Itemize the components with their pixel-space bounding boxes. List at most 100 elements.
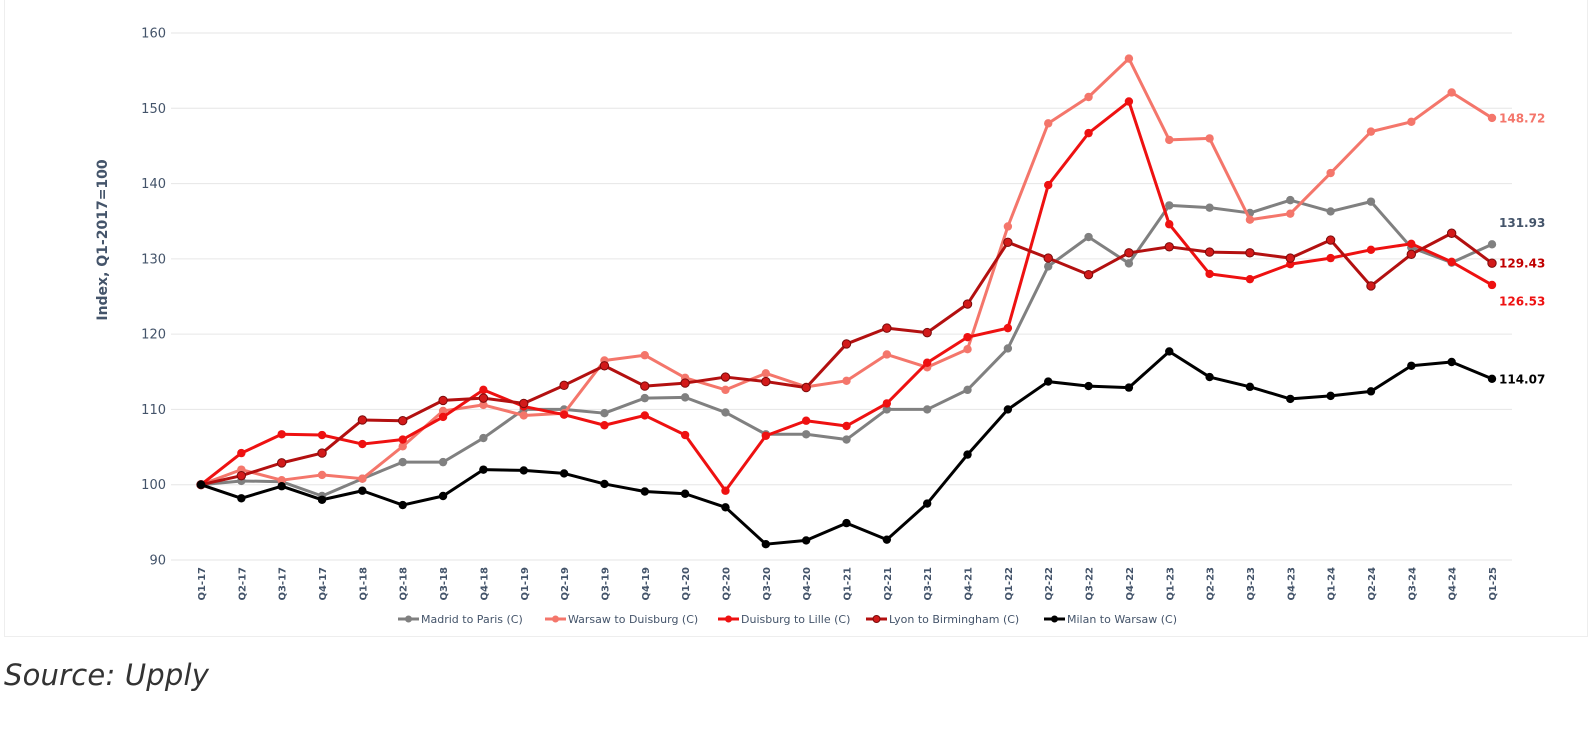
data-point xyxy=(640,487,649,496)
legend-item: Warsaw to Duisburg (C) xyxy=(545,613,698,626)
data-point xyxy=(398,416,408,426)
data-point xyxy=(721,486,730,495)
data-point xyxy=(963,450,972,459)
data-point xyxy=(882,323,892,333)
data-point xyxy=(1245,382,1255,392)
data-point xyxy=(1044,262,1053,271)
data-point xyxy=(922,405,932,414)
data-point xyxy=(1044,180,1053,190)
y-tick-label: 130 xyxy=(141,252,166,267)
data-point xyxy=(277,430,286,439)
data-point xyxy=(479,385,488,395)
data-point xyxy=(1124,97,1134,106)
x-tick-label: Q4-20 xyxy=(802,567,813,601)
data-point xyxy=(882,405,892,414)
data-point xyxy=(801,536,811,545)
data-point xyxy=(519,411,528,420)
series-3 xyxy=(196,97,1497,495)
data-point xyxy=(1044,377,1053,386)
data-point xyxy=(680,430,690,440)
data-point xyxy=(438,395,448,406)
legend-item: Duisburg to Lille (C) xyxy=(718,613,850,626)
x-tick-label: Q4-21 xyxy=(964,567,975,601)
data-point xyxy=(237,494,246,503)
data-point xyxy=(196,480,206,489)
x-tick-label: Q3-24 xyxy=(1407,567,1418,601)
data-point xyxy=(438,491,448,501)
x-tick-label: Q1-23 xyxy=(1165,567,1176,601)
end-label: 129.43 xyxy=(1499,257,1545,271)
data-point xyxy=(478,393,489,403)
x-tick-label: Q2-23 xyxy=(1206,567,1217,601)
legend-swatch-marker xyxy=(405,615,412,623)
legend-label: Duisburg to Lille (C) xyxy=(741,613,850,626)
data-point xyxy=(1286,195,1295,205)
data-point xyxy=(842,435,851,444)
y-tick-label: 140 xyxy=(141,177,166,192)
x-tick-label: Q2-19 xyxy=(560,567,571,601)
legend-swatch-marker xyxy=(725,615,732,623)
data-point xyxy=(721,503,730,512)
x-tick-label: Q1-25 xyxy=(1488,567,1499,601)
data-point xyxy=(761,376,771,387)
data-point xyxy=(680,393,690,402)
data-point xyxy=(1366,127,1376,136)
data-point xyxy=(922,358,932,367)
y-tick-label: 110 xyxy=(141,403,166,418)
data-point xyxy=(1205,134,1214,143)
data-point xyxy=(761,431,771,440)
legend-label: Warsaw to Duisburg (C) xyxy=(568,613,698,626)
data-point xyxy=(1245,215,1255,224)
data-point xyxy=(1124,54,1134,63)
x-tick-label: Q1-22 xyxy=(1004,567,1015,601)
data-point xyxy=(317,470,327,480)
data-point xyxy=(1326,207,1335,216)
x-tick-label: Q4-18 xyxy=(479,567,490,601)
line-chart: 90 100 110 120 130 140 150 160 Index, Q1-2017=10… xyxy=(95,27,1545,627)
data-point xyxy=(640,351,649,360)
data-point xyxy=(1447,257,1456,267)
x-tick-label: Q4-22 xyxy=(1125,567,1136,601)
legend-swatch-marker xyxy=(552,615,559,623)
x-tick-label: Q4-24 xyxy=(1448,567,1459,601)
data-point xyxy=(1487,374,1497,383)
data-point xyxy=(1326,253,1335,263)
source-note: Source: Upply xyxy=(4,658,210,692)
data-point xyxy=(1124,248,1134,258)
data-point xyxy=(1285,253,1295,263)
data-point xyxy=(358,474,367,483)
series-line xyxy=(199,231,1494,487)
data-point xyxy=(1366,245,1376,255)
series-4 xyxy=(196,228,1497,490)
data-point xyxy=(801,430,811,439)
x-tick-label: Q2-21 xyxy=(883,567,894,601)
y-tick-label: 160 xyxy=(141,27,166,42)
data-point xyxy=(438,412,448,422)
x-tick-label: Q3-23 xyxy=(1246,567,1257,601)
data-point xyxy=(317,495,327,504)
data-point xyxy=(1003,344,1013,353)
data-point xyxy=(1165,135,1174,145)
data-point xyxy=(1083,269,1094,280)
x-tick-label: Q2-24 xyxy=(1367,567,1378,601)
data-point xyxy=(922,327,932,338)
data-point xyxy=(479,400,488,410)
data-point xyxy=(237,448,246,458)
data-point xyxy=(1407,361,1416,370)
data-point xyxy=(479,433,488,443)
data-point xyxy=(519,466,528,475)
y-tick-label: 150 xyxy=(141,102,166,117)
data-point xyxy=(276,458,287,468)
data-point xyxy=(1286,394,1295,404)
data-point xyxy=(721,408,730,417)
data-point xyxy=(358,486,367,495)
x-tick-label: Q3-19 xyxy=(600,567,611,601)
data-point xyxy=(1447,88,1456,97)
data-point xyxy=(963,332,972,342)
data-point xyxy=(962,299,973,309)
legend: Madrid to Paris (C) Warsaw to Duisburg (C… xyxy=(398,613,1177,626)
legend-swatch-marker xyxy=(872,615,881,623)
legend-label: Madrid to Paris (C) xyxy=(421,613,523,626)
x-tick-label: Q3-21 xyxy=(923,567,934,601)
data-point xyxy=(1205,269,1214,279)
